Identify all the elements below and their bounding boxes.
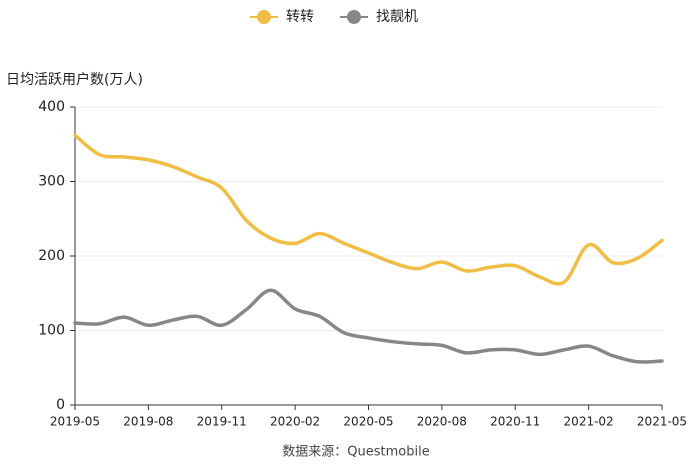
legend-marker <box>257 10 271 24</box>
legend-label: 找靓机 <box>376 9 418 25</box>
source-note: 数据来源：Questmobile <box>282 445 429 460</box>
x-tick-label: 2021-05 <box>637 415 687 429</box>
x-tick-label: 2020-11 <box>490 415 540 429</box>
legend-label: 转转 <box>286 9 314 25</box>
y-tick-label: 300 <box>38 174 65 190</box>
x-tick-label: 2021-02 <box>564 415 614 429</box>
y-axis-label: 日均活跃用户数(万人) <box>6 71 143 88</box>
y-tick-label: 400 <box>38 99 65 115</box>
x-tick-label: 2019-05 <box>50 415 100 429</box>
y-tick-label: 100 <box>38 323 65 339</box>
x-tick-label: 2020-08 <box>417 415 467 429</box>
legend-marker <box>347 10 361 24</box>
line-series <box>73 288 664 364</box>
y-tick-label: 0 <box>56 397 65 413</box>
x-tick-label: 2020-02 <box>270 415 320 429</box>
line-series <box>73 133 664 286</box>
y-tick-label: 200 <box>38 248 65 264</box>
x-tick-label: 2020-05 <box>343 415 393 429</box>
x-tick-label: 2019-08 <box>123 415 173 429</box>
x-tick-label: 2019-11 <box>197 415 247 429</box>
